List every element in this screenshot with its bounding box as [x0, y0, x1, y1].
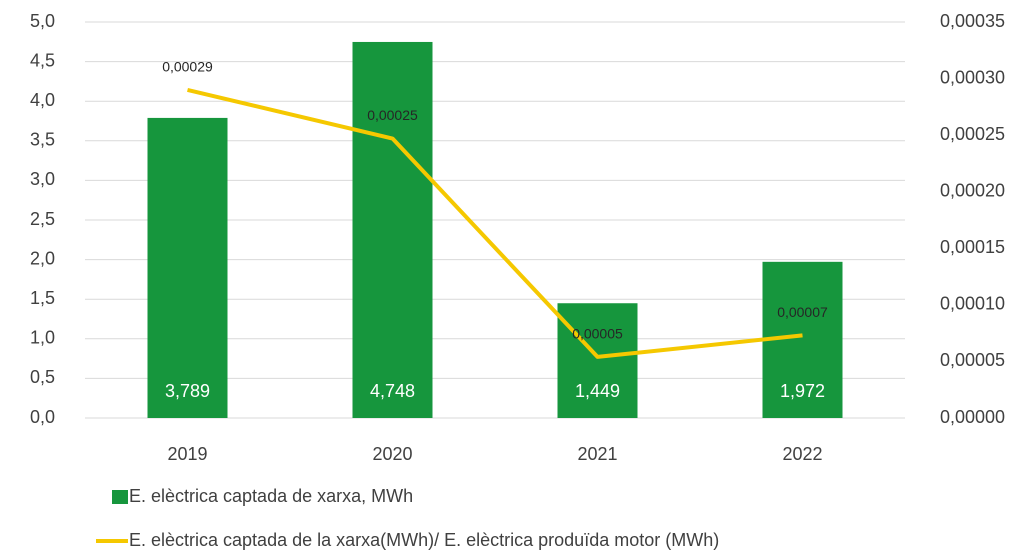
y2-tick-label: 0,00035	[940, 11, 1005, 31]
y-tick-label: 4,5	[30, 50, 55, 70]
y-tick-label: 4,0	[30, 90, 55, 110]
x-tick-label: 2020	[372, 444, 412, 464]
line-value-label: 0,00025	[367, 107, 418, 123]
x-tick-label: 2022	[782, 444, 822, 464]
line-value-label: 0,00029	[162, 59, 213, 75]
y2-tick-label: 0,00010	[940, 294, 1005, 314]
legend-swatch	[112, 490, 128, 504]
y-tick-label: 2,5	[30, 209, 55, 229]
bar-value-label: 3,789	[165, 381, 210, 401]
y-tick-label: 5,0	[30, 11, 55, 31]
bar-value-label: 4,748	[370, 381, 415, 401]
y-tick-label: 0,0	[30, 407, 55, 427]
line-value-label: 0,00005	[572, 326, 623, 342]
y-tick-label: 3,0	[30, 169, 55, 189]
y2-tick-label: 0,00030	[940, 67, 1005, 87]
y2-tick-label: 0,00005	[940, 350, 1005, 370]
y-tick-label: 3,5	[30, 130, 55, 150]
bar	[352, 41, 433, 418]
y-tick-label: 0,5	[30, 367, 55, 387]
y2-tick-label: 0,00025	[940, 124, 1005, 144]
y2-tick-label: 0,00015	[940, 237, 1005, 257]
y2-tick-label: 0,00000	[940, 407, 1005, 427]
bar-value-label: 1,449	[575, 381, 620, 401]
line-value-label: 0,00007	[777, 304, 828, 320]
y-tick-label: 1,5	[30, 288, 55, 308]
legend-label: E. elèctrica captada de xarxa, MWh	[129, 486, 413, 506]
bar-value-label: 1,972	[780, 381, 825, 401]
bar	[557, 303, 638, 418]
y2-tick-label: 0,00020	[940, 180, 1005, 200]
bar	[147, 117, 228, 419]
x-tick-label: 2021	[577, 444, 617, 464]
x-tick-label: 2019	[167, 444, 207, 464]
legend-label: E. elèctrica captada de la xarxa(MWh)/ E…	[129, 530, 719, 550]
line	[187, 87, 803, 359]
y-tick-label: 1,0	[30, 328, 55, 348]
y-tick-label: 2,0	[30, 248, 55, 268]
